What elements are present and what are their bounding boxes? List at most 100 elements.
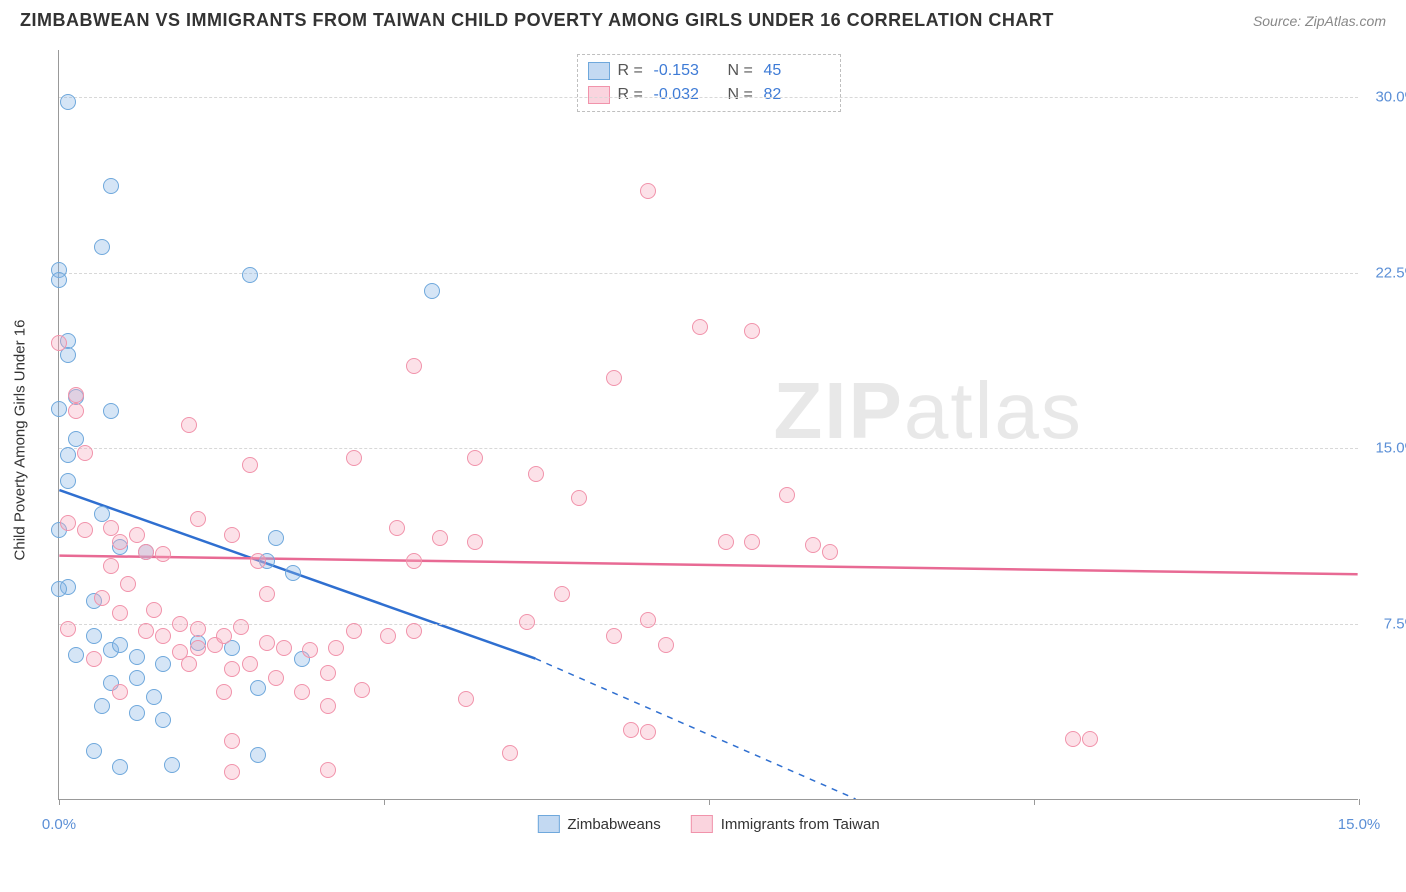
data-point [103,178,119,194]
data-point [432,530,448,546]
data-point [233,619,249,635]
data-point [346,623,362,639]
data-point [129,670,145,686]
r-value-1: -0.032 [654,83,720,107]
data-point [528,466,544,482]
data-point [51,272,67,288]
data-point [1082,731,1098,747]
data-point [346,450,362,466]
data-point [86,743,102,759]
data-point [320,665,336,681]
x-tick [384,799,385,805]
data-point [138,544,154,560]
data-point [606,370,622,386]
data-point [276,640,292,656]
legend-item-0: Zimbabweans [537,815,660,833]
data-point [103,403,119,419]
data-point [216,628,232,644]
data-point [268,670,284,686]
data-point [51,335,67,351]
legend-swatch-pink [588,86,610,104]
data-point [259,635,275,651]
data-point [155,656,171,672]
data-point [112,684,128,700]
data-point [190,511,206,527]
r-label: R = [618,59,646,83]
legend-stats-row-1: R = -0.032 N = 82 [588,83,830,107]
data-point [640,724,656,740]
data-point [112,605,128,621]
data-point [285,565,301,581]
data-point [138,623,154,639]
x-tick [59,799,60,805]
data-point [242,656,258,672]
legend-label-0: Zimbabweans [567,816,660,833]
data-point [250,680,266,696]
n-label: N = [728,59,756,83]
data-point [294,684,310,700]
plot-area: ZIPatlas R = -0.153 N = 45 R = -0.032 N … [58,50,1358,800]
data-point [744,534,760,550]
chart-container: Child Poverty Among Girls Under 16 ZIPat… [48,50,1368,830]
data-point [94,698,110,714]
x-tick-label: 15.0% [1338,816,1381,833]
r-value-0: -0.153 [654,59,720,83]
data-point [268,530,284,546]
data-point [554,586,570,602]
data-point [60,94,76,110]
data-point [224,661,240,677]
legend-item-1: Immigrants from Taiwan [691,815,880,833]
watermark-thin: atlas [904,366,1083,455]
data-point [406,623,422,639]
data-point [242,457,258,473]
data-point [606,628,622,644]
legend-swatch-blue [537,815,559,833]
data-point [718,534,734,550]
chart-title: ZIMBABWEAN VS IMMIGRANTS FROM TAIWAN CHI… [20,10,1054,31]
grid-line [59,624,1358,625]
data-point [112,637,128,653]
data-point [77,445,93,461]
grid-line [59,448,1358,449]
x-tick [709,799,710,805]
watermark-bold: ZIP [773,366,903,455]
data-point [190,621,206,637]
data-point [380,628,396,644]
data-point [805,537,821,553]
data-point [60,447,76,463]
data-point [77,522,93,538]
data-point [86,628,102,644]
data-point [94,590,110,606]
data-point [155,546,171,562]
legend-stats-row-0: R = -0.153 N = 45 [588,59,830,83]
data-point [51,401,67,417]
data-point [242,267,258,283]
data-point [60,515,76,531]
data-point [640,183,656,199]
data-point [320,762,336,778]
data-point [224,527,240,543]
data-point [155,712,171,728]
data-point [129,705,145,721]
data-point [129,527,145,543]
data-point [779,487,795,503]
data-point [86,651,102,667]
data-point [216,684,232,700]
data-point [181,656,197,672]
data-point [51,581,67,597]
watermark: ZIPatlas [773,365,1082,457]
data-point [640,612,656,628]
x-tick [1359,799,1360,805]
data-point [519,614,535,630]
data-point [68,387,84,403]
legend-swatch-blue [588,62,610,80]
legend-stats: R = -0.153 N = 45 R = -0.032 N = 82 [577,54,841,112]
x-tick [1034,799,1035,805]
n-label: N = [728,83,756,107]
data-point [250,553,266,569]
data-point [250,747,266,763]
data-point [354,682,370,698]
data-point [692,319,708,335]
data-point [68,403,84,419]
data-point [458,691,474,707]
